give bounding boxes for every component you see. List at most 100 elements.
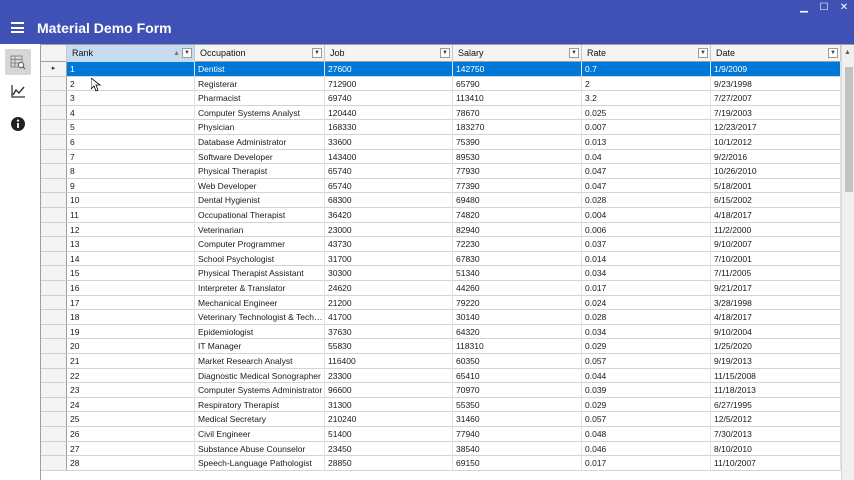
cell-rank[interactable]: 3 xyxy=(67,91,195,106)
cell-salary[interactable]: 38540 xyxy=(453,441,582,457)
scroll-up-icon[interactable]: ▲ xyxy=(844,49,851,56)
cell-occupation[interactable]: Registerar xyxy=(195,76,325,92)
table-row[interactable]: 24 Respiratory Therapist 31300 55350 0.029 6/… xyxy=(67,397,841,413)
cell-rate[interactable]: 0.7 xyxy=(582,62,711,77)
cell-date[interactable]: 9/2/2016 xyxy=(711,149,841,165)
table-row[interactable]: 18 Veterinary Technologist & Technician 41… xyxy=(67,310,841,325)
cell-rate[interactable]: 0.037 xyxy=(582,237,711,252)
cell-rate[interactable]: 0.048 xyxy=(582,427,711,442)
cell-occupation[interactable]: Physical Therapist xyxy=(195,164,325,179)
row-header[interactable] xyxy=(41,295,67,311)
cell-salary[interactable]: 77390 xyxy=(453,178,582,194)
cell-date[interactable]: 12/5/2012 xyxy=(711,412,841,427)
cell-job[interactable]: 96600 xyxy=(325,383,453,398)
cell-occupation[interactable]: Dental Hygienist xyxy=(195,193,325,208)
cell-rank[interactable]: 13 xyxy=(67,237,195,252)
row-header[interactable] xyxy=(41,193,67,208)
filter-dropdown-icon[interactable]: ▼ xyxy=(182,48,192,58)
cell-occupation[interactable]: IT Manager xyxy=(195,339,325,354)
nav-chart-button[interactable] xyxy=(5,78,31,104)
cell-occupation[interactable]: Market Research Analyst xyxy=(195,354,325,369)
cell-salary[interactable]: 65410 xyxy=(453,368,582,384)
vertical-scrollbar[interactable]: ▲ xyxy=(841,45,854,480)
column-header-salary[interactable]: Salary ▼ xyxy=(453,45,582,62)
cell-rate[interactable]: 0.029 xyxy=(582,397,711,413)
close-button[interactable]: ✕ xyxy=(839,2,849,13)
nav-grid-button[interactable] xyxy=(5,49,31,75)
row-header[interactable] xyxy=(41,237,67,252)
cell-rate[interactable]: 0.004 xyxy=(582,208,711,223)
cell-occupation[interactable]: Civil Engineer xyxy=(195,427,325,442)
cell-rank[interactable]: 18 xyxy=(67,310,195,325)
cell-rate[interactable]: 0.013 xyxy=(582,135,711,150)
row-header[interactable] xyxy=(41,164,67,179)
cell-date[interactable]: 7/10/2001 xyxy=(711,251,841,267)
table-row[interactable]: 23 Computer Systems Administrator 96600 709… xyxy=(67,383,841,398)
cell-rank[interactable]: 25 xyxy=(67,412,195,427)
table-row[interactable]: 27 Substance Abuse Counselor 23450 38540 0.0… xyxy=(67,441,841,457)
cell-occupation[interactable]: Computer Systems Analyst xyxy=(195,105,325,121)
cell-rank[interactable]: 22 xyxy=(67,368,195,384)
cell-rank[interactable]: 8 xyxy=(67,164,195,179)
cell-rate[interactable]: 2 xyxy=(582,76,711,92)
table-row[interactable]: 7 Software Developer 143400 89530 0.04 9/2/20… xyxy=(67,149,841,165)
cell-occupation[interactable]: Database Administrator xyxy=(195,135,325,150)
cell-occupation[interactable]: Computer Programmer xyxy=(195,237,325,252)
cell-salary[interactable]: 142750 xyxy=(453,62,582,77)
cell-date[interactable]: 8/10/2010 xyxy=(711,441,841,457)
cell-occupation[interactable]: Veterinarian xyxy=(195,222,325,238)
cell-date[interactable]: 9/21/2017 xyxy=(711,281,841,296)
table-row[interactable]: 28 Speech-Language Pathologist 28850 69150 0… xyxy=(67,456,841,471)
minimize-button[interactable]: ▁ xyxy=(800,2,808,13)
row-header-corner[interactable] xyxy=(41,45,67,62)
row-header[interactable] xyxy=(41,208,67,223)
cell-rate[interactable]: 0.014 xyxy=(582,251,711,267)
table-row[interactable]: 9 Web Developer 65740 77390 0.047 5/18/2001 xyxy=(67,178,841,194)
cell-salary[interactable]: 78670 xyxy=(453,105,582,121)
cell-date[interactable]: 11/15/2008 xyxy=(711,368,841,384)
cell-salary[interactable]: 31460 xyxy=(453,412,582,427)
cell-rate[interactable]: 0.006 xyxy=(582,222,711,238)
cell-job[interactable]: 33600 xyxy=(325,135,453,150)
cell-date[interactable]: 6/15/2002 xyxy=(711,193,841,208)
cell-occupation[interactable]: Veterinary Technologist & Technician xyxy=(195,310,325,325)
filter-dropdown-icon[interactable]: ▼ xyxy=(569,48,579,58)
row-header[interactable] xyxy=(41,354,67,369)
cell-salary[interactable]: 60350 xyxy=(453,354,582,369)
row-header[interactable] xyxy=(41,310,67,325)
row-header[interactable] xyxy=(41,412,67,427)
cell-salary[interactable]: 51340 xyxy=(453,266,582,281)
cell-date[interactable]: 5/18/2001 xyxy=(711,178,841,194)
cell-job[interactable]: 116400 xyxy=(325,354,453,369)
cell-date[interactable]: 1/9/2009 xyxy=(711,62,841,77)
cell-rate[interactable]: 0.057 xyxy=(582,412,711,427)
row-header[interactable] xyxy=(41,441,67,457)
cell-salary[interactable]: 55350 xyxy=(453,397,582,413)
table-row[interactable]: 4 Computer Systems Analyst 120440 78670 0.02… xyxy=(67,105,841,121)
cell-rank[interactable]: 5 xyxy=(67,120,195,135)
cell-date[interactable]: 12/23/2017 xyxy=(711,120,841,135)
cell-date[interactable]: 7/30/2013 xyxy=(711,427,841,442)
filter-dropdown-icon[interactable]: ▼ xyxy=(828,48,838,58)
table-row[interactable]: 25 Medical Secretary 210240 31460 0.057 12/5/… xyxy=(67,412,841,427)
cell-occupation[interactable]: Dentist xyxy=(195,62,325,77)
table-row[interactable]: 2 Registerar 712900 65790 2 9/23/1998 xyxy=(67,76,841,92)
table-row[interactable]: 10 Dental Hygienist 68300 69480 0.028 6/15/20… xyxy=(67,193,841,208)
cell-rate[interactable]: 0.047 xyxy=(582,164,711,179)
cell-job[interactable]: 27600 xyxy=(325,62,453,77)
cell-date[interactable]: 7/11/2005 xyxy=(711,266,841,281)
cell-occupation[interactable]: Physical Therapist Assistant xyxy=(195,266,325,281)
cell-job[interactable]: 23450 xyxy=(325,441,453,457)
cell-rank[interactable]: 7 xyxy=(67,149,195,165)
cell-occupation[interactable]: Physician xyxy=(195,120,325,135)
cell-job[interactable]: 712900 xyxy=(325,76,453,92)
cell-job[interactable]: 21200 xyxy=(325,295,453,311)
cell-rate[interactable]: 0.007 xyxy=(582,120,711,135)
cell-rank[interactable]: 6 xyxy=(67,135,195,150)
cell-rate[interactable]: 0.028 xyxy=(582,193,711,208)
cell-rate[interactable]: 0.028 xyxy=(582,310,711,325)
cell-rank[interactable]: 10 xyxy=(67,193,195,208)
cell-rate[interactable]: 0.046 xyxy=(582,441,711,457)
cell-salary[interactable]: 183270 xyxy=(453,120,582,135)
cell-job[interactable]: 23000 xyxy=(325,222,453,238)
